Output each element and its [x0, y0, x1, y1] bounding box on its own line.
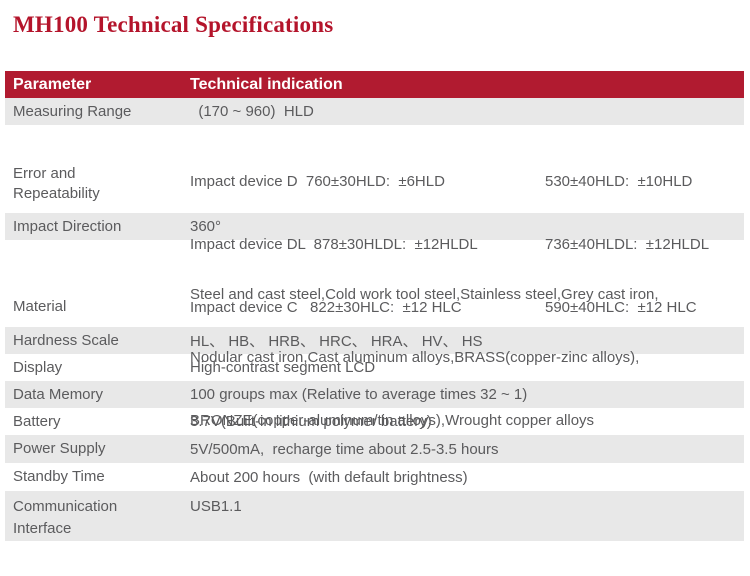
table-header-row: Parameter Technical indication: [5, 71, 744, 98]
table-row-data-memory: Data Memory 100 groups max (Relative to …: [5, 381, 744, 408]
row-label: Material: [13, 298, 67, 315]
table-row-battery: Battery 3.7V(Built-in lithium polymer ba…: [5, 408, 744, 435]
table-row-error-repeatability: Error and Repeatability Impact device D …: [5, 125, 744, 316]
header-parameter: Parameter: [13, 75, 92, 93]
table-row-standby-time: Standby Time About 200 hours (with defau…: [5, 463, 744, 491]
error-device-c: Impact device C 822±30HLC: ±12 HLC: [190, 299, 462, 316]
header-technical-indication: Technical indication: [190, 75, 343, 93]
table-row-display: Display High-contrast segment LCD: [5, 354, 744, 381]
row-value: 5V/500mA, recharge time about 2.5-3.5 ho…: [190, 440, 499, 458]
spec-table: Parameter Technical indication Measuring…: [5, 71, 744, 541]
row-label: Error and Repeatability: [13, 165, 100, 202]
table-row-communication-interface: Communication Interface USB1.1: [5, 491, 744, 541]
page: MH100 Technical Specifications Parameter…: [0, 12, 750, 576]
row-label: Data Memory: [13, 385, 104, 403]
error-device-dl-alt: 736±40HLDL: ±12HLDL: [545, 236, 710, 253]
row-label: Hardness Scale: [13, 331, 119, 349]
row-label: Display: [13, 358, 63, 376]
page-title: MH100 Technical Specifications: [13, 12, 334, 37]
row-label: Power Supply: [13, 440, 106, 457]
row-label: Measuring Range: [13, 102, 132, 120]
table-row-hardness-scale: Hardness Scale HL、 HB、 HRB、 HRC、 HRA、 HV…: [5, 327, 744, 354]
table-row-measuring-range: Measuring Range (170 ~ 960) HLD: [5, 98, 744, 125]
row-label: Standby Time: [13, 468, 105, 485]
value-line: Impact device D 760±30HLD: ±6HLD 530±40H…: [190, 167, 744, 196]
row-value: (170 ~ 960) HLD: [190, 103, 314, 120]
row-label: Impact Direction: [13, 217, 122, 235]
error-device-dl: Impact device DL 878±30HLDL: ±12HLDL: [190, 236, 478, 253]
value-line: Steel and cast steel,Cold work tool stee…: [190, 286, 659, 303]
row-value: USB1.1: [190, 498, 242, 515]
value-line: BRONZE(copper-aluminum/tin alloys),Wroug…: [190, 412, 595, 429]
row-value: 100 groups max (Relative to average time…: [190, 386, 528, 403]
row-label: Battery: [13, 412, 61, 430]
row-value: About 200 hours (with default brightness…: [190, 468, 468, 486]
row-label: Communication Interface: [13, 498, 118, 537]
value-line: Impact device C 822±30HLC: ±12 HLC 590±4…: [190, 293, 744, 322]
row-value: 3.7V(Built-in lithium polymer battery): [190, 413, 432, 430]
table-row-material: Material Steel and cast steel,Cold work …: [5, 240, 744, 429]
table-row-impact-direction: Impact Direction 360°: [5, 213, 744, 240]
row-value: Steel and cast steel,Cold work tool stee…: [190, 240, 744, 429]
row-value: High-contrast segment LCD: [190, 359, 376, 376]
error-device-d: Impact device D 760±30HLD: ±6HLD: [190, 173, 445, 190]
table-row-power-supply: Power Supply 5V/500mA, recharge time abo…: [5, 435, 744, 463]
value-line: Impact device DL 878±30HLDL: ±12HLDL 736…: [190, 230, 744, 259]
row-value: Impact device D 760±30HLD: ±6HLD 530±40H…: [190, 125, 744, 316]
error-device-d-alt: 530±40HLD: ±10HLD: [545, 173, 693, 190]
error-device-c-alt: 590±40HLC: ±12 HLC: [545, 299, 697, 316]
row-value: HL、 HB、 HRB、 HRC、 HRA、 HV、 HS: [190, 333, 483, 350]
row-value: 360°: [190, 218, 222, 235]
value-line: Nodular cast iron,Cast aluminum alloys,B…: [190, 349, 640, 366]
